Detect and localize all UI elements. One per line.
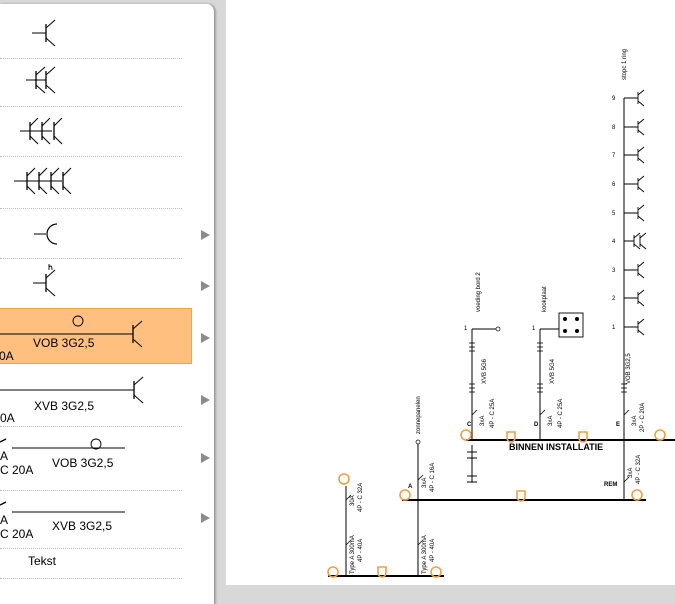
svg-text:1: 1 <box>532 326 536 332</box>
svg-text:4: 4 <box>612 239 616 245</box>
svg-text:voeding bord 2: voeding bord 2 <box>476 272 482 312</box>
amp-label: A <box>0 513 9 527</box>
triple-outlet-icon <box>20 117 63 145</box>
diagram-canvas[interactable]: BINNEN INSTALLATIE 1 C voeding bord 2 XV… <box>226 0 675 585</box>
expand-arrow-icon[interactable] <box>201 230 210 240</box>
cable-label: VOB 3G2,5 <box>33 336 95 350</box>
palette-item-outlet-with-switch[interactable] <box>0 258 182 309</box>
svg-text:1: 1 <box>612 325 616 331</box>
breaker-label: C 20A <box>0 463 34 477</box>
svg-text:3xA: 3xA <box>422 478 428 488</box>
svg-text:3: 3 <box>612 268 616 274</box>
expand-arrow-icon[interactable] <box>201 395 210 405</box>
single-outlet-icon <box>32 19 56 47</box>
text-tool-label: Tekst <box>28 554 57 568</box>
quad-outlet-icon <box>14 167 72 195</box>
svg-text:4P - C 16A: 4P - C 16A <box>430 463 436 492</box>
svg-text:REM: REM <box>604 482 617 488</box>
svg-text:6: 6 <box>612 182 616 188</box>
circuit-outlet-icon <box>0 376 144 404</box>
palette-item-circuit-line[interactable]: A C 20A XVB 3G2,5 <box>0 490 182 549</box>
breaker-label: C 20A <box>0 527 34 541</box>
palette-item-circuit-outlet[interactable]: XVB 3G2,5 0A <box>0 364 182 427</box>
svg-text:VOB 3G2,5: VOB 3G2,5 <box>626 353 632 384</box>
svg-text:30A: 30A <box>350 495 356 506</box>
svg-text:3xA: 3xA <box>480 416 486 426</box>
svg-text:D: D <box>534 422 539 428</box>
symbol-palette: VOB 3G2,5 0A XVB 3G2,5 0A A C 20A VOB 3G… <box>0 4 215 604</box>
svg-text:2: 2 <box>612 296 616 302</box>
svg-text:kookplaat: kookplaat <box>542 286 548 312</box>
svg-text:C: C <box>467 422 472 428</box>
svg-text:Type A 300mA: Type A 300mA <box>350 535 356 574</box>
cable-label: XVB 3G2,5 <box>34 399 95 413</box>
expand-arrow-icon[interactable] <box>201 513 210 523</box>
svg-text:XVB 5G6: XVB 5G6 <box>482 358 488 384</box>
circuit-line-icon <box>0 501 125 513</box>
main-label: BINNEN INSTALLATIE <box>509 442 603 452</box>
palette-item-circuit-outlet-selected[interactable]: VOB 3G2,5 0A <box>0 308 192 364</box>
palette-item-triple-outlet[interactable] <box>0 106 182 157</box>
cable-label: VOB 3G2,5 <box>52 456 114 470</box>
svg-text:8: 8 <box>612 125 616 131</box>
svg-text:zonnepanelen: zonnepanelen <box>416 396 422 434</box>
left-feeder: 30A 4P - C 32A Type A 300mA 4P - 40A <box>345 483 364 576</box>
hob-icon <box>558 312 584 338</box>
palette-item-circuit-lamp[interactable]: A C 20A VOB 3G2,5 <box>0 426 182 491</box>
circuit-e-ring: E stopc 1 ring VOB 3G2,5 3xA 2P - C 20A … <box>612 49 647 440</box>
svg-text:4P - 40A: 4P - 40A <box>430 539 436 562</box>
amp-label: A <box>0 449 9 463</box>
svg-text:3xA: 3xA <box>548 416 554 426</box>
double-outlet-icon <box>26 66 56 94</box>
svg-text:1: 1 <box>464 326 468 332</box>
svg-text:3xA: 3xA <box>628 468 634 478</box>
svg-text:4P - C 25A: 4P - C 25A <box>490 399 496 428</box>
expand-arrow-icon[interactable] <box>201 453 210 463</box>
svg-text:4P - C 32A: 4P - C 32A <box>358 483 364 512</box>
svg-text:4P - 40A: 4P - 40A <box>358 539 364 562</box>
svg-text:2P - C 20A: 2P - C 20A <box>640 403 646 432</box>
circuit-c: 1 C voeding bord 2 XVB 5G6 3xA 4P - C 25… <box>464 272 501 483</box>
single-line-diagram: BINNEN INSTALLATIE 1 C voeding bord 2 XV… <box>327 49 675 578</box>
svg-text:9: 9 <box>612 96 616 102</box>
svg-text:E: E <box>616 422 620 428</box>
palette-item-quad-outlet[interactable] <box>0 156 182 209</box>
outlet-no-earth-icon <box>34 223 58 245</box>
circuit-lamp-icon <box>0 438 125 450</box>
palette-item-text[interactable]: Tekst <box>0 548 182 579</box>
circuit-outlet-icon <box>0 315 143 348</box>
expand-arrow-icon[interactable] <box>201 333 210 343</box>
connection-handles <box>327 429 666 578</box>
outlet-with-switch-icon <box>33 264 56 297</box>
svg-text:4P - C 32A: 4P - C 32A <box>636 455 642 484</box>
svg-text:Type A 300mA: Type A 300mA <box>422 535 428 574</box>
circuit-a: A zonnepanelen 3xA 4P - C 16A Type A 300… <box>408 396 436 576</box>
svg-text:A: A <box>408 484 413 490</box>
svg-text:XVB 5G4: XVB 5G4 <box>550 358 556 384</box>
svg-text:5: 5 <box>612 211 616 217</box>
palette-item-outlet-no-earth[interactable] <box>0 208 182 259</box>
rem-feed: REM 3xA 4P - C 32A <box>604 440 642 500</box>
palette-item-double-outlet[interactable] <box>0 58 182 107</box>
circuit-d: 1 D kookplaat XVB 5G4 3xA 4P - C 25A <box>532 286 584 440</box>
svg-text:3xA: 3xA <box>632 416 638 426</box>
amp-label: 0A <box>0 411 15 425</box>
cable-label: XVB 3G2,5 <box>52 519 113 533</box>
expand-arrow-icon[interactable] <box>201 281 210 291</box>
svg-text:7: 7 <box>612 153 616 159</box>
amp-label: 0A <box>0 349 14 363</box>
svg-text:4P - C 25A: 4P - C 25A <box>558 399 564 428</box>
svg-text:stopc 1 ring: stopc 1 ring <box>622 49 628 80</box>
palette-item-single-outlet[interactable] <box>0 4 182 59</box>
